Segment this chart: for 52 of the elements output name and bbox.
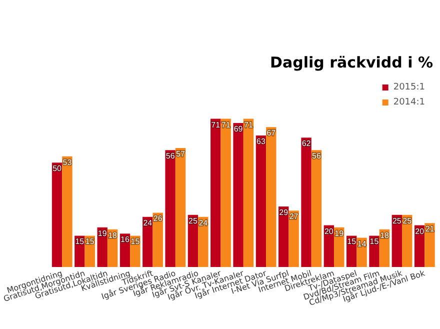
data-label: 18 [380,230,390,240]
data-label: 69 [234,124,244,134]
data-label: 56 [312,152,322,161]
data-label: 15 [370,237,380,246]
data-label: 24 [198,218,208,228]
legend-label: 2014:1 [393,98,426,108]
data-label: 16 [120,235,130,244]
data-label: 71 [221,120,231,130]
bar [175,148,186,267]
bar [266,127,276,267]
legend-label: 2015:1 [393,82,426,92]
data-label: 27 [289,212,299,222]
data-label: 15 [130,237,140,246]
data-label: 25 [402,216,412,226]
bar [210,118,221,267]
data-label: 56 [166,152,176,161]
data-label: 50 [52,164,62,174]
data-label: 24 [143,218,153,228]
data-label: 14 [357,239,367,248]
data-label: 19 [98,228,108,238]
bar [165,150,176,267]
data-label: 15 [85,237,95,246]
data-label: 62 [302,139,312,148]
data-label: 57 [176,150,186,159]
bar [52,162,62,267]
data-label: 20 [415,226,425,236]
data-label: 53 [62,158,72,167]
bar [288,210,299,267]
data-label: 19 [334,228,344,238]
data-label: 18 [108,230,118,240]
bar [198,216,208,267]
data-label: 25 [188,216,198,226]
bar [233,122,244,267]
data-label: 25 [392,216,402,226]
data-label: 63 [256,136,266,146]
bar [220,118,231,267]
bar [62,156,72,267]
bar [301,138,312,267]
data-label: 71 [211,120,221,130]
chart-title: Daglig räckvidd i % [270,54,434,72]
bar [142,216,153,267]
data-label: 26 [153,214,163,224]
bar [243,118,254,267]
data-label: 21 [425,224,435,234]
data-label: 20 [324,226,334,236]
data-label: 67 [266,128,276,138]
bar [311,150,322,267]
data-label: 15 [75,237,85,246]
data-label: 71 [244,120,254,130]
data-label: 15 [347,237,357,246]
data-label: 29 [279,208,289,217]
bar [256,135,266,267]
